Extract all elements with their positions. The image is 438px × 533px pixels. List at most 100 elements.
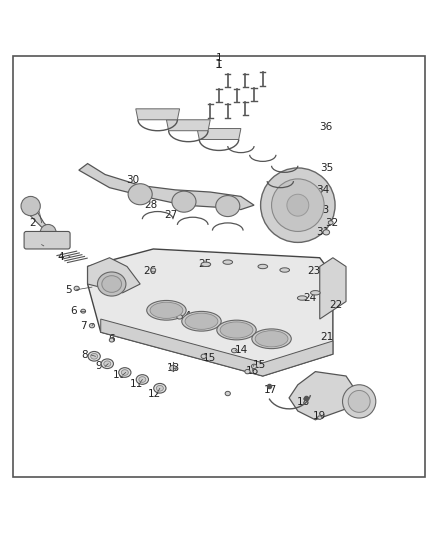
- Text: 8: 8: [81, 350, 88, 360]
- Text: 23: 23: [307, 266, 321, 276]
- Text: 2: 2: [30, 217, 36, 228]
- Ellipse shape: [216, 196, 240, 216]
- Text: 9: 9: [95, 361, 102, 372]
- Ellipse shape: [217, 320, 256, 340]
- Ellipse shape: [311, 290, 320, 295]
- Polygon shape: [88, 258, 140, 293]
- Ellipse shape: [128, 184, 152, 205]
- Ellipse shape: [258, 264, 268, 269]
- Ellipse shape: [81, 309, 86, 313]
- Text: 12: 12: [148, 390, 161, 399]
- Text: 29: 29: [139, 188, 152, 198]
- Circle shape: [272, 179, 324, 231]
- Text: 19: 19: [313, 411, 326, 421]
- Ellipse shape: [182, 311, 221, 331]
- Text: 14: 14: [179, 311, 192, 320]
- Ellipse shape: [151, 268, 155, 272]
- Circle shape: [21, 197, 40, 216]
- Text: 27: 27: [164, 210, 177, 220]
- Ellipse shape: [91, 353, 98, 359]
- Ellipse shape: [170, 365, 176, 371]
- Text: 4: 4: [58, 252, 64, 262]
- Ellipse shape: [255, 330, 288, 347]
- Text: 7: 7: [80, 321, 87, 330]
- Ellipse shape: [150, 302, 183, 318]
- Text: 11: 11: [130, 379, 143, 389]
- Ellipse shape: [88, 351, 100, 361]
- Text: 21: 21: [321, 333, 334, 343]
- Ellipse shape: [172, 191, 196, 212]
- Ellipse shape: [318, 416, 322, 419]
- Text: 1: 1: [215, 59, 223, 71]
- Circle shape: [343, 385, 376, 418]
- Ellipse shape: [220, 322, 253, 338]
- Ellipse shape: [119, 368, 131, 377]
- Circle shape: [261, 168, 335, 243]
- Ellipse shape: [297, 296, 307, 300]
- Circle shape: [287, 194, 309, 216]
- Polygon shape: [88, 249, 333, 376]
- Ellipse shape: [121, 370, 128, 375]
- Text: 30: 30: [126, 175, 139, 185]
- Ellipse shape: [139, 377, 146, 382]
- Ellipse shape: [201, 262, 211, 266]
- Text: 22: 22: [329, 300, 343, 310]
- Ellipse shape: [156, 385, 163, 391]
- Text: 5: 5: [66, 285, 72, 295]
- Text: 20: 20: [356, 406, 369, 416]
- Ellipse shape: [323, 230, 330, 235]
- Text: 15: 15: [253, 360, 266, 370]
- Ellipse shape: [328, 221, 333, 225]
- Text: 1: 1: [215, 53, 223, 63]
- Text: 17: 17: [264, 385, 277, 395]
- Text: 36: 36: [319, 122, 332, 132]
- Text: 25: 25: [198, 260, 212, 269]
- Ellipse shape: [223, 260, 233, 264]
- Ellipse shape: [177, 314, 182, 319]
- Polygon shape: [289, 372, 355, 420]
- Ellipse shape: [109, 338, 114, 342]
- Polygon shape: [79, 164, 254, 209]
- Text: 28: 28: [145, 200, 158, 210]
- Ellipse shape: [231, 349, 237, 353]
- Ellipse shape: [185, 313, 218, 329]
- Text: 13: 13: [166, 363, 180, 373]
- Ellipse shape: [252, 329, 291, 349]
- Circle shape: [348, 391, 370, 413]
- Polygon shape: [101, 319, 333, 376]
- Text: 33: 33: [316, 205, 329, 215]
- Ellipse shape: [104, 361, 111, 367]
- Text: 31: 31: [316, 228, 329, 237]
- Text: 26: 26: [143, 266, 156, 276]
- Ellipse shape: [89, 324, 95, 328]
- Text: 18: 18: [297, 397, 310, 407]
- Circle shape: [40, 224, 56, 240]
- Ellipse shape: [74, 286, 79, 290]
- Text: 3: 3: [30, 240, 36, 249]
- FancyBboxPatch shape: [24, 231, 70, 249]
- Ellipse shape: [101, 359, 113, 368]
- Ellipse shape: [201, 354, 206, 359]
- Polygon shape: [166, 120, 210, 131]
- Text: 24: 24: [303, 293, 316, 303]
- Ellipse shape: [251, 364, 257, 368]
- Ellipse shape: [102, 276, 121, 292]
- Polygon shape: [197, 128, 241, 140]
- Text: 14: 14: [234, 345, 247, 355]
- Ellipse shape: [245, 369, 250, 374]
- Polygon shape: [320, 258, 346, 319]
- Text: 35: 35: [320, 163, 333, 173]
- Ellipse shape: [97, 272, 126, 296]
- Text: 10: 10: [113, 370, 126, 380]
- Text: 16: 16: [246, 366, 259, 376]
- Polygon shape: [26, 203, 53, 233]
- Ellipse shape: [154, 383, 166, 393]
- Ellipse shape: [136, 375, 148, 384]
- Ellipse shape: [280, 268, 290, 272]
- Text: 34: 34: [316, 185, 329, 195]
- Text: 6: 6: [109, 334, 115, 344]
- Polygon shape: [136, 109, 180, 120]
- Text: 6: 6: [70, 306, 77, 316]
- Ellipse shape: [147, 301, 186, 320]
- Ellipse shape: [225, 391, 230, 395]
